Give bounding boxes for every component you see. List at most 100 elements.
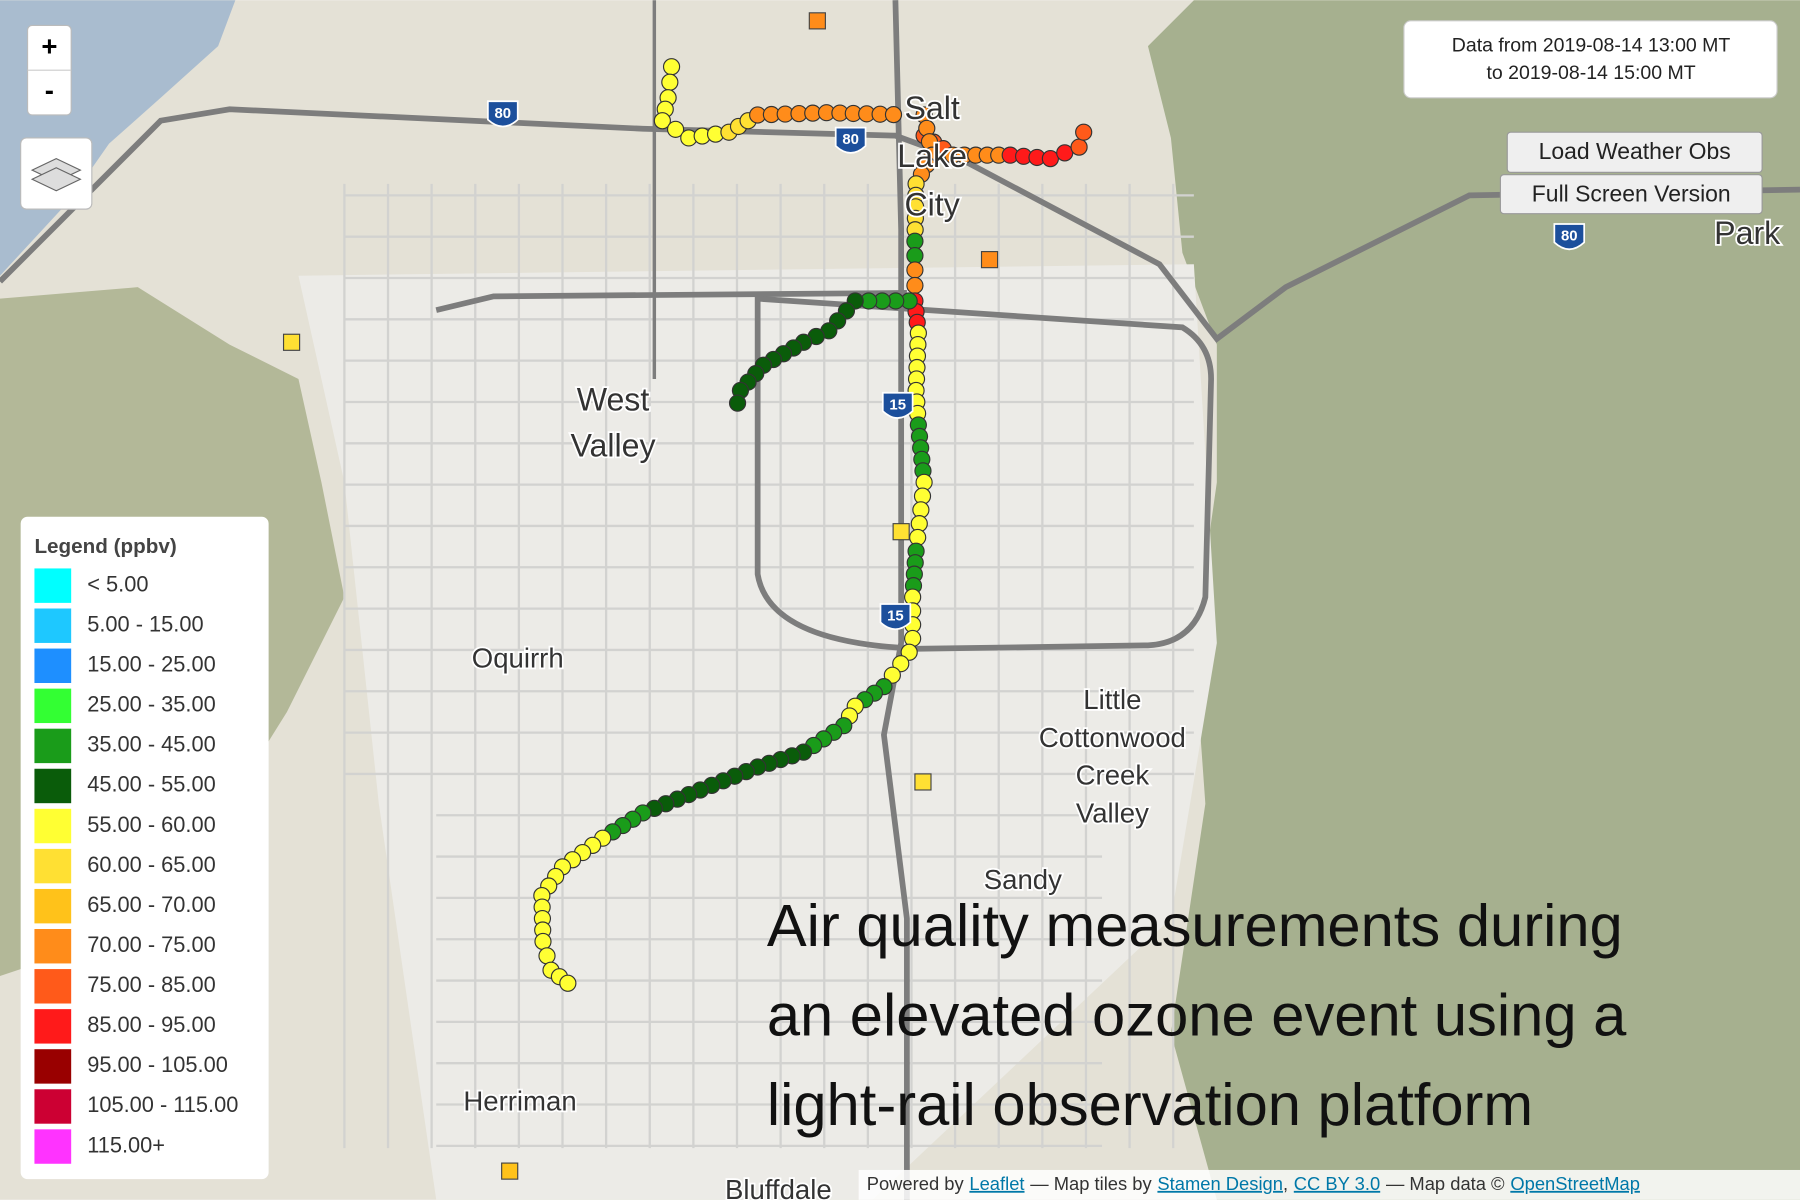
shield-label: 80 xyxy=(495,105,512,122)
legend-background xyxy=(20,516,269,1180)
station-marker xyxy=(892,523,910,541)
measurement-dot xyxy=(538,947,556,965)
info-line: Data from 2019-08-14 13:00 MT xyxy=(1452,34,1731,56)
legend-swatch xyxy=(34,768,72,804)
measurement-dot xyxy=(1075,123,1093,141)
caption-line: Air quality measurements during xyxy=(767,892,1623,959)
measurement-dot xyxy=(906,261,924,279)
shield xyxy=(879,603,912,631)
mountains-east xyxy=(1147,0,1800,1200)
place-label: City xyxy=(904,186,959,222)
legend-swatch xyxy=(34,688,72,724)
legend-label: 45.00 - 55.00 xyxy=(87,772,215,797)
highway-shields: 80 80 80 15 15 xyxy=(487,100,1586,631)
legend-label: 95.00 - 105.00 xyxy=(87,1052,228,1077)
legend-swatch xyxy=(34,929,72,964)
place-label: Lake xyxy=(897,138,967,174)
attribution-link[interactable]: Stamen Design xyxy=(1157,1173,1283,1194)
attribution-background xyxy=(858,1169,1800,1200)
station-marker xyxy=(282,333,301,351)
caption-line: an elevated ozone event using a xyxy=(767,981,1627,1048)
legend-label: 25.00 - 35.00 xyxy=(87,692,215,717)
measurement-dot xyxy=(892,655,910,673)
attribution: Powered by Leaflet — Map tiles by Stamen De… xyxy=(867,1173,1640,1194)
legend-swatch xyxy=(34,1049,72,1084)
legend-swatch xyxy=(34,568,72,603)
station-marker xyxy=(501,1162,519,1180)
measurement-dot xyxy=(653,112,671,130)
info-box: Data from 2019-08-14 13:00 MT to 2019-08… xyxy=(1403,20,1778,99)
info-background xyxy=(1403,20,1778,99)
place-label: West xyxy=(577,381,650,417)
shield xyxy=(834,126,867,154)
caption: Air quality measurements during an elevat… xyxy=(767,892,1627,1138)
info-line: to 2019-08-14 15:00 MT xyxy=(1486,62,1695,84)
button-box[interactable] xyxy=(1506,131,1763,173)
measurement-dot xyxy=(662,58,681,76)
zoom-in[interactable]: + xyxy=(41,31,57,62)
measurement-dot xyxy=(906,247,924,265)
station-markers xyxy=(282,12,999,1180)
station-marker xyxy=(808,12,826,30)
measurement-dot xyxy=(906,232,924,250)
legend-label: < 5.00 xyxy=(87,571,148,596)
legend-label: 65.00 - 70.00 xyxy=(87,892,215,917)
place-label: Creek xyxy=(1076,760,1150,791)
attribution-text: — Map data © xyxy=(1386,1173,1505,1194)
shield xyxy=(487,100,519,128)
place-label: Valley xyxy=(570,427,655,463)
legend-label: 70.00 - 75.00 xyxy=(87,932,215,957)
layers-control[interactable] xyxy=(20,137,93,210)
legend-swatch xyxy=(34,1129,72,1164)
legend-swatch xyxy=(34,608,72,643)
legend-swatch xyxy=(34,848,72,884)
measurement-dot xyxy=(559,974,577,992)
legend-swatch xyxy=(34,1009,72,1044)
legend-label: 105.00 - 115.00 xyxy=(87,1092,238,1117)
measurement-dot xyxy=(728,394,747,412)
legend-swatch xyxy=(34,1089,72,1124)
legend-swatch xyxy=(34,888,72,924)
button-label[interactable]: Load Weather Obs xyxy=(1539,138,1731,164)
shield-label: 80 xyxy=(842,131,859,148)
attribution-link[interactable]: OpenStreetMap xyxy=(1510,1173,1640,1194)
legend-title: Legend (ppbv) xyxy=(34,535,176,558)
place-label: Valley xyxy=(1076,798,1149,829)
legend-swatch xyxy=(34,808,72,844)
measurement-dot xyxy=(1041,149,1059,168)
legend-label: 35.00 - 45.00 xyxy=(87,732,215,757)
buttons: Load Weather Obs Full Screen Version xyxy=(1499,131,1763,215)
legend-label: 75.00 - 85.00 xyxy=(87,972,215,997)
button-box[interactable] xyxy=(1499,174,1763,215)
place-label: Herriman xyxy=(463,1086,576,1117)
place-labels: Salt Lake City Park West Valley Oquirrh Little C… xyxy=(462,88,1783,1200)
legend-label: 55.00 - 60.00 xyxy=(87,812,215,837)
zoom-control: + - xyxy=(26,24,72,116)
legend-label: 15.00 - 25.00 xyxy=(87,652,215,677)
interstate-15 xyxy=(881,0,910,1200)
place-label: Little xyxy=(1083,684,1141,715)
measurement-dot xyxy=(884,105,903,124)
shield-label: 80 xyxy=(1561,228,1578,245)
shield xyxy=(1553,223,1586,251)
place-label: Bluffdale xyxy=(725,1174,832,1200)
shield-label: 15 xyxy=(887,608,904,625)
zoom-out[interactable]: - xyxy=(45,74,54,105)
place-label: Cottonwood xyxy=(1039,722,1186,753)
place-label: Park xyxy=(1714,215,1781,251)
measurement-dot xyxy=(900,643,918,661)
attribution-link[interactable]: Leaflet xyxy=(969,1173,1024,1194)
button-label[interactable]: Full Screen Version xyxy=(1532,180,1731,206)
caption-line: light-rail observation platform xyxy=(767,1071,1533,1138)
measurement-dot xyxy=(534,932,552,951)
legend: Legend (ppbv) < 5.00 5.00 - 15.00 15.00 - … xyxy=(20,516,269,1180)
attribution-text: Powered by xyxy=(867,1173,965,1194)
belt-route xyxy=(754,295,1214,652)
measurement-dot xyxy=(906,276,924,295)
place-label: Salt xyxy=(904,90,959,126)
shield xyxy=(881,391,914,419)
legend-label: 85.00 - 95.00 xyxy=(87,1012,215,1037)
attribution-link[interactable]: CC BY 3.0 xyxy=(1294,1173,1380,1194)
legend-swatch xyxy=(34,969,72,1004)
